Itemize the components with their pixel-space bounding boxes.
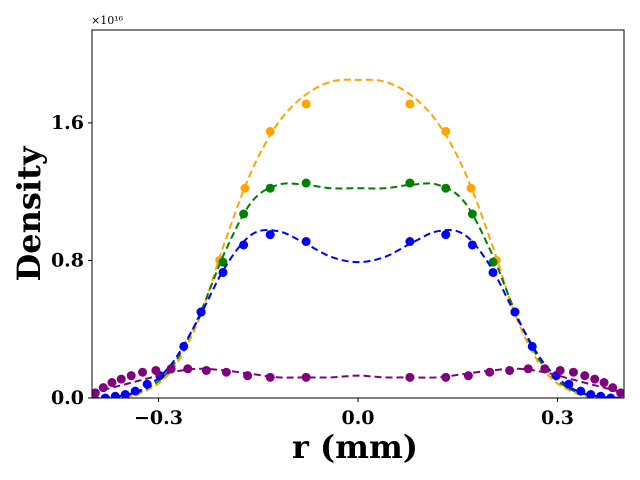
series-blue-point [110,391,120,398]
series-purple-point [405,372,415,382]
series-blue-point [405,237,415,247]
series-blue-point [488,267,498,277]
series-purple-point [555,365,565,375]
series-blue-point [130,386,140,396]
series-blue-point [179,341,189,351]
series-purple-point [98,383,108,393]
tick-layer: −0.3 0.0 0.3 0.0 0.8 1.6 [51,112,574,429]
series-purple-fit-line [92,367,624,394]
series-green-point [441,183,451,193]
series-green-point [467,209,477,219]
series-green-point [488,257,498,267]
series-purple-point [505,365,515,375]
x-tick-label: −0.3 [134,407,183,429]
series-purple-point [138,367,148,377]
series-blue-point [142,379,152,389]
series-purple-point [580,371,590,381]
series-purple-point [463,371,473,381]
series-purple-point [523,364,533,374]
series-green-point [405,178,415,188]
series-blue-point [196,307,206,317]
series-blue-point [441,230,451,240]
series-blue-point [596,391,606,398]
y-tick-label: 0.8 [51,249,84,271]
series-green-point [239,209,249,219]
series-blue-fit-line [92,229,624,398]
series-purple-point [107,378,117,388]
series-purple-point [243,371,253,381]
series-purple-point [116,374,126,384]
series-blue-point [564,379,574,389]
series-purple-point [590,374,600,384]
series-purple-point [126,371,136,381]
series-purple-point [599,378,609,388]
series-purple-point [166,364,176,374]
series-blue-point [510,307,520,317]
series-blue-point [100,393,110,398]
series-blue-point [301,237,311,247]
series-blue-point [586,390,596,398]
series-orange-point [405,99,415,109]
series-blue-point [265,230,275,240]
series-orange-point [301,99,311,109]
series-orange-point [240,183,250,193]
series-purple-point [183,364,193,374]
series-blue-point [606,393,616,398]
series-purple-point [92,388,100,398]
series-purple [92,364,624,398]
series-blue-point [218,267,228,277]
series-purple-point [221,367,231,377]
y-tick-label: 1.6 [51,112,84,134]
x-tick-label: 0.0 [341,407,374,429]
y-exponent-label: ×10¹⁶ [91,14,124,27]
series-orange-fit-line [92,78,624,398]
series-green-point [301,178,311,188]
series-layer [92,78,624,398]
series-purple-point [441,372,451,382]
series-orange-point [265,126,275,136]
series-blue-point [467,240,477,250]
series-purple-point [540,364,550,374]
x-axis-title: r (mm) [292,428,418,466]
series-purple-point [616,388,624,398]
series-blue-point [576,386,586,396]
series-green-fit-line [92,182,624,398]
series-orange-point [441,126,451,136]
y-axis-title: Density [10,145,48,281]
series-purple-point [608,383,618,393]
series-purple-point [301,372,311,382]
series-orange-point [466,183,476,193]
series-purple-point [485,367,495,377]
series-green-point [265,183,275,193]
series-blue-point [120,390,130,398]
series-purple-point [201,365,211,375]
series-blue-point [527,341,537,351]
series-purple-point [568,367,578,377]
series-green-point [218,257,228,267]
series-purple-point [265,372,275,382]
y-tick-label: 0.0 [51,387,84,409]
series-blue-point [239,240,249,250]
x-tick-label: 0.3 [541,407,574,429]
series-purple-point [151,365,161,375]
